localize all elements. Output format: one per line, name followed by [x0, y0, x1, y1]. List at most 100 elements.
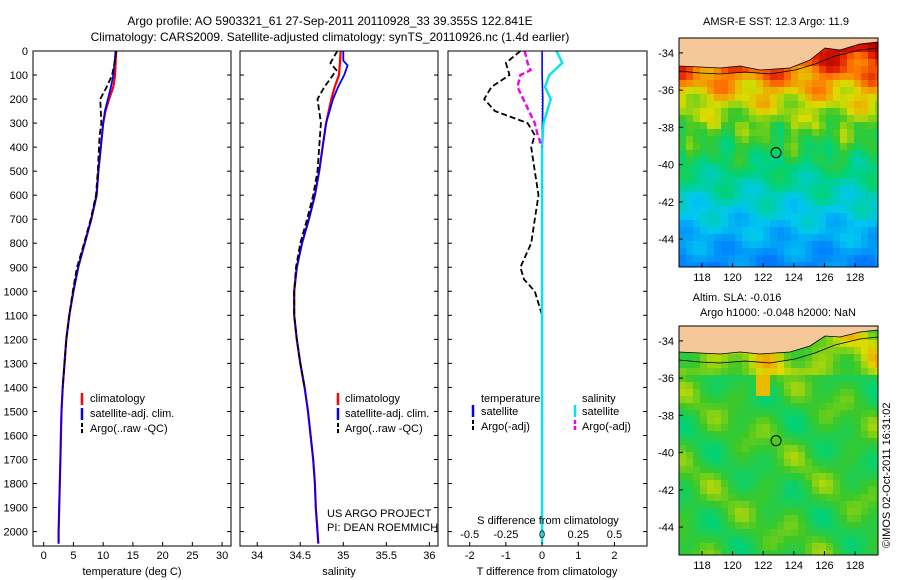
heatmap-cell: [770, 501, 778, 509]
heatmap-cell: [833, 59, 841, 67]
heatmap-cell: [847, 522, 855, 530]
difference-panel: -2 -1 0 1 2 -0.5 -0.25 0 0.25 0.5 S difference f…: [447, 50, 648, 578]
heatmap-cell: [693, 368, 701, 376]
heatmap-cell: [826, 108, 834, 116]
heatmap-cell: [833, 143, 841, 151]
heatmap-cell: [812, 178, 820, 186]
heatmap-cell: [679, 515, 687, 523]
heatmap-cell: [756, 73, 764, 81]
heatmap-cell: [819, 424, 827, 432]
heatmap-cell: [875, 424, 878, 432]
heatmap-cell: [784, 529, 792, 537]
heatmap-cell: [861, 241, 869, 249]
heatmap-cell: [826, 101, 834, 109]
heatmap-cell: [840, 452, 848, 460]
heatmap-cell: [756, 396, 764, 404]
heatmap-cell: [721, 255, 729, 263]
heatmap-cell: [742, 66, 750, 74]
heatmap-cell: [875, 501, 878, 509]
heatmap-cell: [847, 396, 855, 404]
depth-tick-label: 800: [10, 238, 28, 250]
heatmap-cell: [749, 213, 757, 221]
x-tick-label: 0: [539, 550, 545, 562]
heatmap-cell: [679, 73, 687, 81]
heatmap-cell: [770, 466, 778, 474]
heatmap-cell: [707, 80, 715, 88]
heatmap-cell: [770, 66, 778, 74]
heatmap-cell: [833, 241, 841, 249]
heatmap-cell: [854, 522, 862, 530]
heatmap-cell: [805, 227, 813, 235]
heatmap-cell: [791, 438, 799, 446]
heatmap-cell: [791, 445, 799, 453]
heatmap-cell: [714, 431, 722, 439]
heatmap-cell: [875, 340, 878, 348]
heatmap-cell: [791, 213, 799, 221]
depth-ticks: 0100200300400500600700800900100011001200…: [4, 46, 647, 539]
heatmap-cell: [770, 508, 778, 516]
heatmap-cell: [679, 101, 687, 109]
heatmap-cell: [686, 361, 694, 369]
heatmap-cell: [679, 522, 687, 530]
heatmap-cell: [749, 241, 757, 249]
heatmap-cell: [854, 543, 862, 551]
heatmap-cell: [819, 354, 827, 362]
heatmap-cell: [756, 389, 764, 397]
heatmap-cell: [805, 136, 813, 144]
heatmap-cell: [833, 220, 841, 228]
heatmap-cell: [679, 438, 687, 446]
heatmap-cell: [840, 361, 848, 369]
heatmap-cell: [700, 227, 708, 235]
heatmap-cell: [707, 94, 715, 102]
heatmap-cell: [812, 241, 820, 249]
heatmap-cell: [840, 340, 848, 348]
heatmap-cell: [721, 87, 729, 95]
heatmap-cell: [686, 164, 694, 172]
heatmap-cell: [714, 143, 722, 151]
heatmap-cell: [833, 536, 841, 544]
heatmap-cell: [742, 143, 750, 151]
heatmap-cell: [840, 52, 848, 60]
heatmap-cell: [714, 199, 722, 207]
heatmap-cell: [868, 487, 876, 495]
heatmap-cell: [868, 480, 876, 488]
heatmap-cell: [861, 501, 869, 509]
heatmap-cell: [812, 108, 820, 116]
heatmap-cell: [861, 445, 869, 453]
heatmap-cell: [686, 515, 694, 523]
heatmap-cell: [784, 361, 792, 369]
heatmap-cell: [756, 234, 764, 242]
heatmap-cell: [847, 452, 855, 460]
heatmap-cell: [763, 396, 771, 404]
heatmap-cell: [826, 515, 834, 523]
heatmap-cell: [700, 248, 708, 256]
heatmap-cell: [826, 255, 834, 263]
heatmap-cell: [693, 136, 701, 144]
heatmap-cell: [714, 361, 722, 369]
heatmap-cell: [875, 108, 878, 116]
heatmap-cell: [742, 234, 750, 242]
lon-tick-label: 126: [815, 272, 833, 284]
heatmap-cell: [847, 227, 855, 235]
heatmap-cell: [693, 248, 701, 256]
heatmap-cell: [707, 206, 715, 214]
heatmap-cell: [791, 473, 799, 481]
heatmap-cell: [679, 494, 687, 502]
heatmap-cell: [819, 136, 827, 144]
heatmap-cell: [714, 234, 722, 242]
heatmap-cell: [742, 522, 750, 530]
heatmap-cell: [819, 375, 827, 383]
heatmap-cell: [686, 136, 694, 144]
heatmap-cell: [742, 396, 750, 404]
heatmap-cell: [861, 101, 869, 109]
heatmap-cell: [819, 171, 827, 179]
heatmap-cell: [728, 501, 736, 509]
heatmap-cell: [735, 227, 743, 235]
lat-tick-label: -42: [658, 197, 674, 209]
heatmap-cell: [707, 424, 715, 432]
heatmap-cell: [833, 136, 841, 144]
heatmap-cell: [700, 150, 708, 158]
heatmap-cell: [847, 206, 855, 214]
heatmap-cell: [700, 382, 708, 390]
heatmap-cell: [763, 241, 771, 249]
